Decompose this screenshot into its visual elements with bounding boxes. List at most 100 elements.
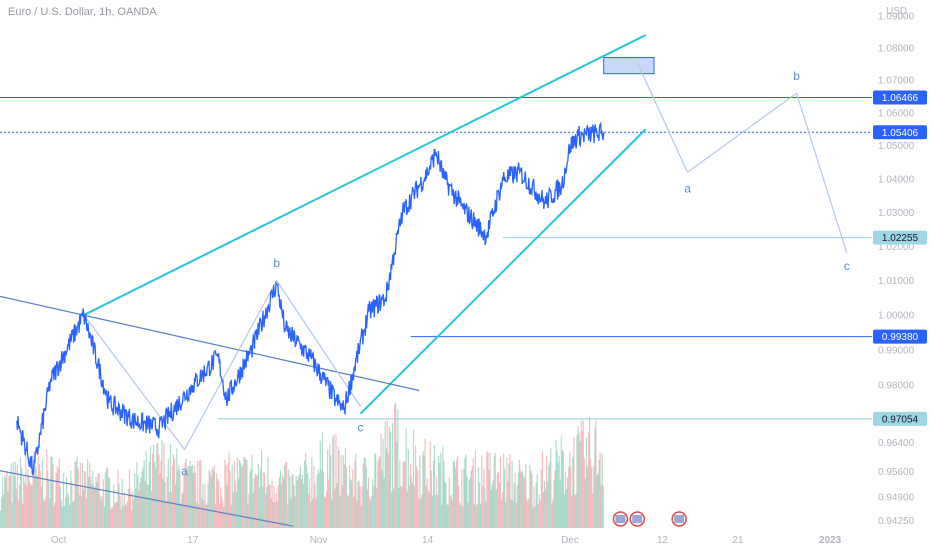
- volume-bar: [383, 477, 385, 528]
- volume-bar: [277, 485, 279, 528]
- volume-bar: [148, 462, 150, 528]
- wave-label: a: [684, 181, 691, 195]
- target-zone-rect: [603, 57, 655, 75]
- volume-bar: [318, 473, 320, 528]
- volume-bar: [201, 498, 203, 528]
- wave-projection-path: [636, 62, 848, 254]
- volume-bar: [184, 462, 186, 528]
- volume-bar: [418, 499, 420, 528]
- volume-bar: [356, 500, 358, 528]
- volume-bar: [504, 468, 506, 528]
- price-tag-label: 1.06466: [882, 93, 919, 104]
- volume-bar: [99, 495, 101, 528]
- price-tag-label: 1.02255: [882, 233, 919, 244]
- volume-bar: [268, 484, 270, 528]
- us-flag-event-icon-fill: [632, 515, 643, 523]
- volume-bar: [445, 483, 447, 528]
- volume-bar: [463, 468, 465, 528]
- volume-bar: [361, 486, 363, 528]
- volume-bar: [590, 458, 592, 528]
- volume-bar: [322, 472, 324, 528]
- volume-bar: [146, 484, 148, 528]
- volume-bar: [187, 465, 189, 528]
- volume-bar: [461, 470, 463, 528]
- volume-bar: [289, 476, 291, 528]
- volume-bar: [54, 502, 56, 528]
- volume-bar: [337, 446, 339, 528]
- volume-bar: [419, 455, 421, 528]
- y-tick-label: 0.99000: [878, 345, 915, 356]
- volume-bar: [519, 469, 521, 528]
- volume-bar: [373, 486, 375, 528]
- volume-bar: [426, 478, 428, 528]
- volume-bar: [371, 495, 373, 528]
- volume-bar: [302, 484, 305, 528]
- volume-bar: [199, 460, 201, 528]
- volume-bar: [509, 454, 511, 528]
- volume-bar: [73, 500, 75, 528]
- volume-bar: [31, 485, 33, 528]
- volume-bar: [223, 506, 225, 528]
- volume-bar: [444, 481, 446, 528]
- volume-bar: [423, 455, 425, 528]
- volume-bar: [588, 431, 590, 528]
- volume-bar: [353, 497, 355, 528]
- volume-bar: [119, 495, 121, 528]
- volume-bar: [153, 444, 155, 528]
- volume-bar: [292, 474, 294, 528]
- x-tick-label: 21: [732, 535, 744, 546]
- volume-bar: [196, 502, 198, 528]
- volume-bar: [415, 445, 417, 528]
- volume-bar: [508, 463, 510, 528]
- volume-bar: [242, 465, 244, 528]
- volume-bar: [155, 467, 157, 528]
- volume-bar: [120, 509, 122, 528]
- volume-bar: [303, 460, 306, 528]
- volume-bar: [227, 463, 229, 528]
- volume-bar: [527, 501, 529, 528]
- price-tag-badge: [873, 90, 927, 105]
- volume-bar: [111, 507, 113, 528]
- volume-bar: [168, 492, 170, 528]
- volume-bar: [552, 500, 554, 528]
- volume-bar: [246, 460, 248, 528]
- volume-bar: [112, 507, 114, 528]
- volume-bar: [33, 451, 35, 528]
- volume-bar: [240, 463, 242, 528]
- volume-bar: [591, 467, 593, 528]
- volume-bar: [594, 428, 596, 528]
- volume-bar: [207, 483, 209, 528]
- volume-bar: [116, 501, 118, 528]
- volume-bar: [548, 465, 550, 528]
- volume-bar: [567, 477, 569, 528]
- volume-bar: [343, 464, 345, 528]
- volume-bar: [28, 476, 30, 528]
- volume-bar: [288, 469, 290, 528]
- price-tag-badge: [873, 230, 927, 245]
- volume-bar: [66, 477, 68, 528]
- volume-bar: [254, 473, 256, 528]
- volume-bar: [546, 455, 548, 528]
- volume-bar: [451, 500, 453, 528]
- volume-bar: [211, 467, 213, 528]
- volume-bar: [264, 472, 266, 528]
- volume-bar: [490, 490, 492, 528]
- volume-bar: [270, 498, 272, 528]
- volume-bar: [513, 483, 515, 528]
- volume-bar: [2, 477, 4, 528]
- volume-bar: [339, 495, 341, 528]
- volume-bar: [338, 450, 340, 528]
- volume-bar: [126, 501, 128, 528]
- volume-bar: [278, 477, 280, 528]
- volume-bar: [43, 499, 45, 528]
- volume-bar: [409, 464, 411, 528]
- volume-bar: [544, 481, 546, 528]
- volume-bar: [596, 475, 598, 528]
- volume-bar: [411, 483, 414, 528]
- wave-projection-path: [83, 279, 361, 451]
- x-tick-label: 2023: [819, 535, 842, 546]
- volume-bar: [569, 451, 571, 528]
- volume-bar: [442, 447, 444, 528]
- volume-bar: [72, 501, 74, 528]
